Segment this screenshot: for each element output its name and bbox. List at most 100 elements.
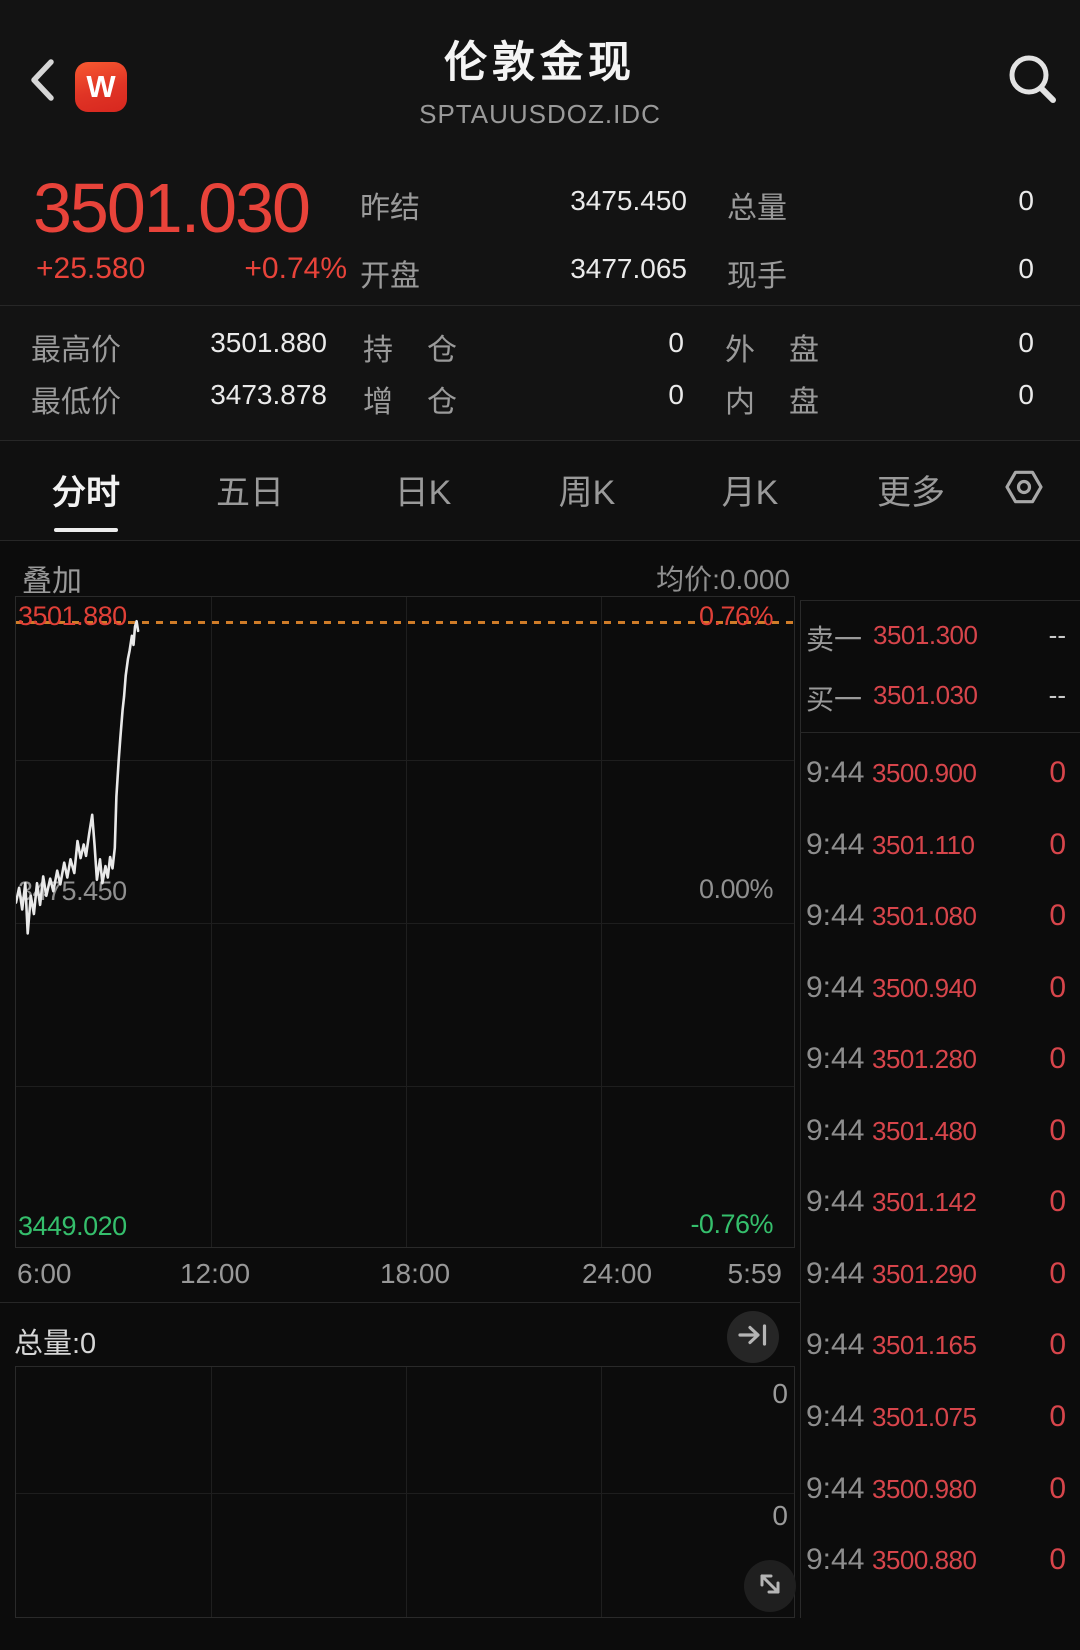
tab-more[interactable]: 更多: [877, 474, 945, 512]
expand-chart-button[interactable]: [744, 1560, 796, 1612]
low-value: 3473.878: [210, 379, 327, 410]
trade-time: 9:44: [806, 1114, 865, 1147]
divider: [0, 305, 1080, 306]
trade-price: 3500.940: [872, 973, 977, 1003]
average-price-label: 均价:0.000: [656, 564, 790, 595]
trade-time: 9:44: [806, 1042, 865, 1075]
bid-volume: --: [1048, 680, 1066, 710]
trade-price: 3501.142: [872, 1187, 977, 1217]
jump-to-latest-button[interactable]: [727, 1311, 779, 1363]
trade-time: 9:44: [806, 756, 865, 789]
trade-volume: 0: [1049, 828, 1066, 861]
trade-row: 9:44 3501.165 0: [800, 1325, 1080, 1365]
oi-change-label: 增仓: [363, 386, 491, 419]
wind-logo-letter: W: [86, 69, 116, 104]
trade-row: 9:44 3501.480 0: [800, 1111, 1080, 1151]
trade-time: 9:44: [806, 1257, 865, 1290]
current-hand-label: 现手: [727, 260, 787, 293]
tab-intraday[interactable]: 分时: [52, 474, 120, 512]
open-label: 开盘: [360, 260, 420, 293]
trade-row: 9:44 3500.980 0: [800, 1469, 1080, 1509]
y-label-low-pct: -0.76%: [690, 1209, 773, 1239]
y-label-mid-pct: 0.00%: [698, 874, 774, 904]
divider: [0, 540, 1080, 541]
bid-label: 买一: [806, 684, 863, 715]
trade-time: 9:44: [806, 899, 865, 932]
trade-time: 9:44: [806, 1328, 865, 1361]
low-label: 最低价: [31, 386, 121, 419]
expand-diagonal-arrows-icon: [752, 1566, 788, 1607]
intraday-chart-canvas[interactable]: [15, 596, 795, 1248]
grid-line: [16, 1086, 794, 1087]
search-button[interactable]: [1000, 50, 1064, 114]
trade-time: 9:44: [806, 828, 865, 861]
grid-line: [601, 597, 602, 1247]
total-volume-value: 0: [1018, 185, 1034, 216]
back-button[interactable]: [18, 52, 66, 112]
outer-lots-value: 0: [1018, 327, 1034, 358]
open-interest-value: 0: [668, 327, 684, 358]
instrument-code: SPTAUUSDOZ.IDC: [419, 99, 661, 129]
grid-line: [601, 1367, 602, 1617]
trade-price: 3500.900: [872, 758, 977, 788]
prev-settle-label: 昨结: [360, 192, 420, 225]
panel-divider: [800, 600, 801, 1618]
overlay-button[interactable]: 叠加: [22, 565, 82, 598]
divider: [800, 732, 1080, 733]
trade-row: 9:44 3501.075 0: [800, 1397, 1080, 1437]
volume-chart-canvas[interactable]: [15, 1366, 795, 1618]
tab-bar-background: [0, 441, 1080, 540]
trade-volume: 0: [1049, 1543, 1066, 1576]
ask-volume: --: [1048, 620, 1066, 650]
trade-volume: 0: [1049, 1042, 1066, 1075]
last-price: 3501.030: [33, 169, 311, 247]
trade-row: 9:44 3501.142 0: [800, 1182, 1080, 1222]
grid-line: [406, 597, 407, 1247]
divider: [0, 1302, 800, 1303]
chart-settings-button[interactable]: [1002, 468, 1046, 510]
y-label-high: 3501.880: [18, 601, 127, 631]
trade-volume: 0: [1049, 1472, 1066, 1505]
open-interest-label: 持仓: [363, 334, 491, 367]
page-title: 伦敦金现: [444, 39, 636, 87]
trade-price: 3501.480: [872, 1116, 977, 1146]
trade-volume: 0: [1049, 1400, 1066, 1433]
trade-volume: 0: [1049, 1114, 1066, 1147]
inner-lots-value: 0: [1018, 379, 1034, 410]
tab-五日[interactable]: 五日: [216, 474, 284, 512]
ask-price: 3501.300: [873, 620, 978, 650]
trade-time: 9:44: [806, 1400, 865, 1433]
open-value: 3477.065: [570, 253, 687, 284]
trade-price: 3500.980: [872, 1474, 977, 1504]
price-line: [16, 619, 140, 935]
tab-日K[interactable]: 日K: [394, 474, 452, 512]
wind-app-logo[interactable]: W: [75, 62, 127, 112]
trade-row: 9:44 3500.900 0: [800, 753, 1080, 793]
price-change-percent: +0.74%: [244, 252, 347, 285]
search-icon: [1004, 50, 1060, 115]
trade-volume: 0: [1049, 1257, 1066, 1290]
gear-hexagon-icon: [1004, 467, 1044, 512]
trade-row: 9:44 3501.280 0: [800, 1039, 1080, 1079]
tab-月K[interactable]: 月K: [721, 474, 779, 512]
trade-row: 9:44 3500.940 0: [800, 968, 1080, 1008]
volume-axis-zero-top: 0: [772, 1378, 788, 1409]
grid-line: [211, 1367, 212, 1617]
grid-line: [211, 597, 212, 1247]
trade-price: 3501.075: [872, 1402, 977, 1432]
quote-header-background: [0, 0, 1080, 440]
trade-time: 9:44: [806, 971, 865, 1004]
outer-lots-label: 外盘: [725, 334, 853, 367]
x-label-559: 5:59: [727, 1258, 783, 1289]
ask-label: 卖一: [806, 624, 863, 655]
arrow-to-bar-icon: [736, 1318, 770, 1357]
bid-price: 3501.030: [873, 680, 978, 710]
tab-周K[interactable]: 周K: [558, 474, 616, 512]
current-hand-value: 0: [1018, 253, 1034, 284]
high-value: 3501.880: [210, 327, 327, 358]
grid-line: [406, 1367, 407, 1617]
grid-line: [16, 760, 794, 761]
x-label-24: 24:00: [581, 1258, 653, 1289]
active-tab-underline: [54, 528, 118, 532]
trade-row: 9:44 3501.110 0: [800, 825, 1080, 865]
